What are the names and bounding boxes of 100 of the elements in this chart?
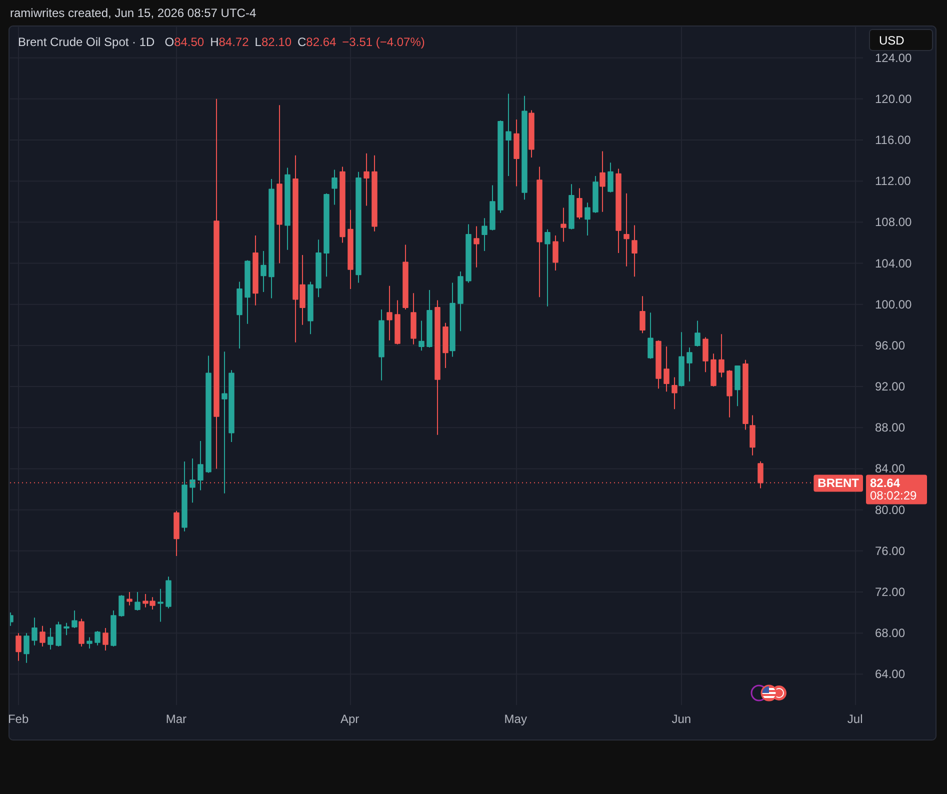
candlestick — [544, 228, 550, 307]
y-tick-label: 76.00 — [875, 544, 906, 558]
text: Brent Crude Oil Spot · 1D — [18, 35, 156, 49]
candlestick — [402, 244, 408, 310]
y-tick-label: 124.00 — [875, 50, 912, 65]
candlestick — [686, 347, 692, 382]
candlestick — [442, 322, 448, 369]
annotation: O84.50 — [164, 35, 204, 49]
y-tick-label: 104.00 — [875, 256, 912, 270]
candlestick — [118, 594, 124, 618]
candlestick — [648, 312, 654, 360]
y-tick-label: 80.00 — [875, 502, 906, 517]
candlestick — [206, 355, 212, 474]
candlestick — [490, 184, 496, 231]
candlestick — [56, 621, 62, 647]
candlestick — [616, 168, 622, 254]
text: 08:02:29 — [870, 488, 918, 503]
candlestick — [244, 260, 250, 324]
x-tick-label: Feb — [8, 712, 29, 726]
candlestick — [332, 169, 338, 206]
candlestick — [742, 359, 748, 430]
candlestick — [174, 510, 180, 557]
annotation: BRENT — [818, 476, 860, 490]
candlestick — [64, 622, 70, 636]
candlestick — [276, 104, 282, 264]
candlestick — [324, 192, 330, 278]
annotation: −3.51 (−4.07%) — [342, 35, 425, 49]
candlestick — [458, 270, 464, 332]
x-tick-label: May — [504, 712, 527, 726]
y-tick-label: 72.00 — [875, 585, 906, 599]
candlestick — [694, 320, 700, 347]
y-tick-label: 64.00 — [875, 667, 906, 682]
ref-line-label: 82.64 — [870, 476, 900, 490]
candlestick — [348, 209, 354, 290]
candlestick — [474, 226, 480, 268]
candlestick — [466, 224, 472, 284]
candlestick — [536, 166, 542, 298]
candlestick — [102, 627, 108, 652]
candlestick — [482, 218, 488, 252]
candlestick — [268, 178, 274, 299]
candlestick — [600, 150, 606, 212]
candlestick — [16, 632, 22, 662]
candlestick — [498, 120, 504, 214]
candlestick — [592, 175, 598, 214]
x-tick-label: Apr — [340, 712, 360, 726]
candlestick — [624, 192, 630, 267]
candlestick — [576, 188, 582, 220]
candlestick — [214, 98, 220, 470]
candlestick — [394, 300, 400, 345]
candlestick — [632, 224, 638, 278]
candlestick — [158, 588, 164, 622]
candlestick — [86, 636, 92, 649]
candlestick — [418, 320, 424, 352]
candlestick — [356, 171, 362, 284]
currency-button: USD — [869, 29, 933, 51]
annotation: C82.64 — [297, 35, 337, 49]
candlestick — [514, 118, 520, 187]
candlestick — [522, 95, 528, 200]
candlestick — [134, 592, 140, 611]
candlestick — [718, 334, 724, 378]
candlestick — [378, 309, 384, 381]
candlestick — [94, 630, 100, 646]
candlestick — [560, 207, 566, 242]
candlestick — [750, 414, 756, 456]
candlestick — [182, 461, 188, 532]
y-tick-label: 88.00 — [875, 420, 906, 435]
candlestick — [340, 166, 346, 244]
x-tick-label: Jul — [847, 712, 863, 726]
candlestick — [78, 618, 84, 647]
candlestick — [190, 458, 196, 504]
candlestick — [584, 202, 590, 236]
candlestick — [410, 292, 416, 345]
y-tick-label: 108.00 — [875, 215, 912, 230]
candlestick — [434, 300, 440, 436]
annotation: L82.10 — [254, 35, 292, 49]
text: ramiwrites created, Jun 15, 2026 08:57 UTC-4 — [10, 6, 256, 20]
candlestick — [284, 167, 290, 250]
y-tick-label: 96.00 — [875, 338, 906, 352]
candlestick — [640, 296, 646, 334]
candlestick — [316, 239, 322, 298]
candlestick — [528, 110, 534, 158]
y-tick-label: 120.00 — [875, 92, 912, 106]
y-tick-label: 116.00 — [875, 133, 912, 147]
y-tick-label: 92.00 — [875, 380, 906, 394]
candlestick — [710, 353, 716, 388]
candlestick — [364, 152, 370, 206]
candlestick — [702, 336, 708, 373]
candlestick — [166, 576, 172, 609]
candlestick — [678, 332, 684, 388]
candlestick — [656, 340, 662, 390]
candlestick — [32, 617, 38, 646]
annotation: H84.72 — [210, 35, 250, 49]
x-tick-label: Mar — [166, 712, 187, 726]
candlestick — [726, 370, 732, 418]
candlestick — [372, 154, 378, 232]
x-tick-label: Jun — [672, 712, 692, 726]
candlestick — [72, 610, 78, 628]
candlestick — [450, 282, 456, 358]
candlestick — [24, 632, 30, 664]
candlestick — [386, 285, 392, 341]
